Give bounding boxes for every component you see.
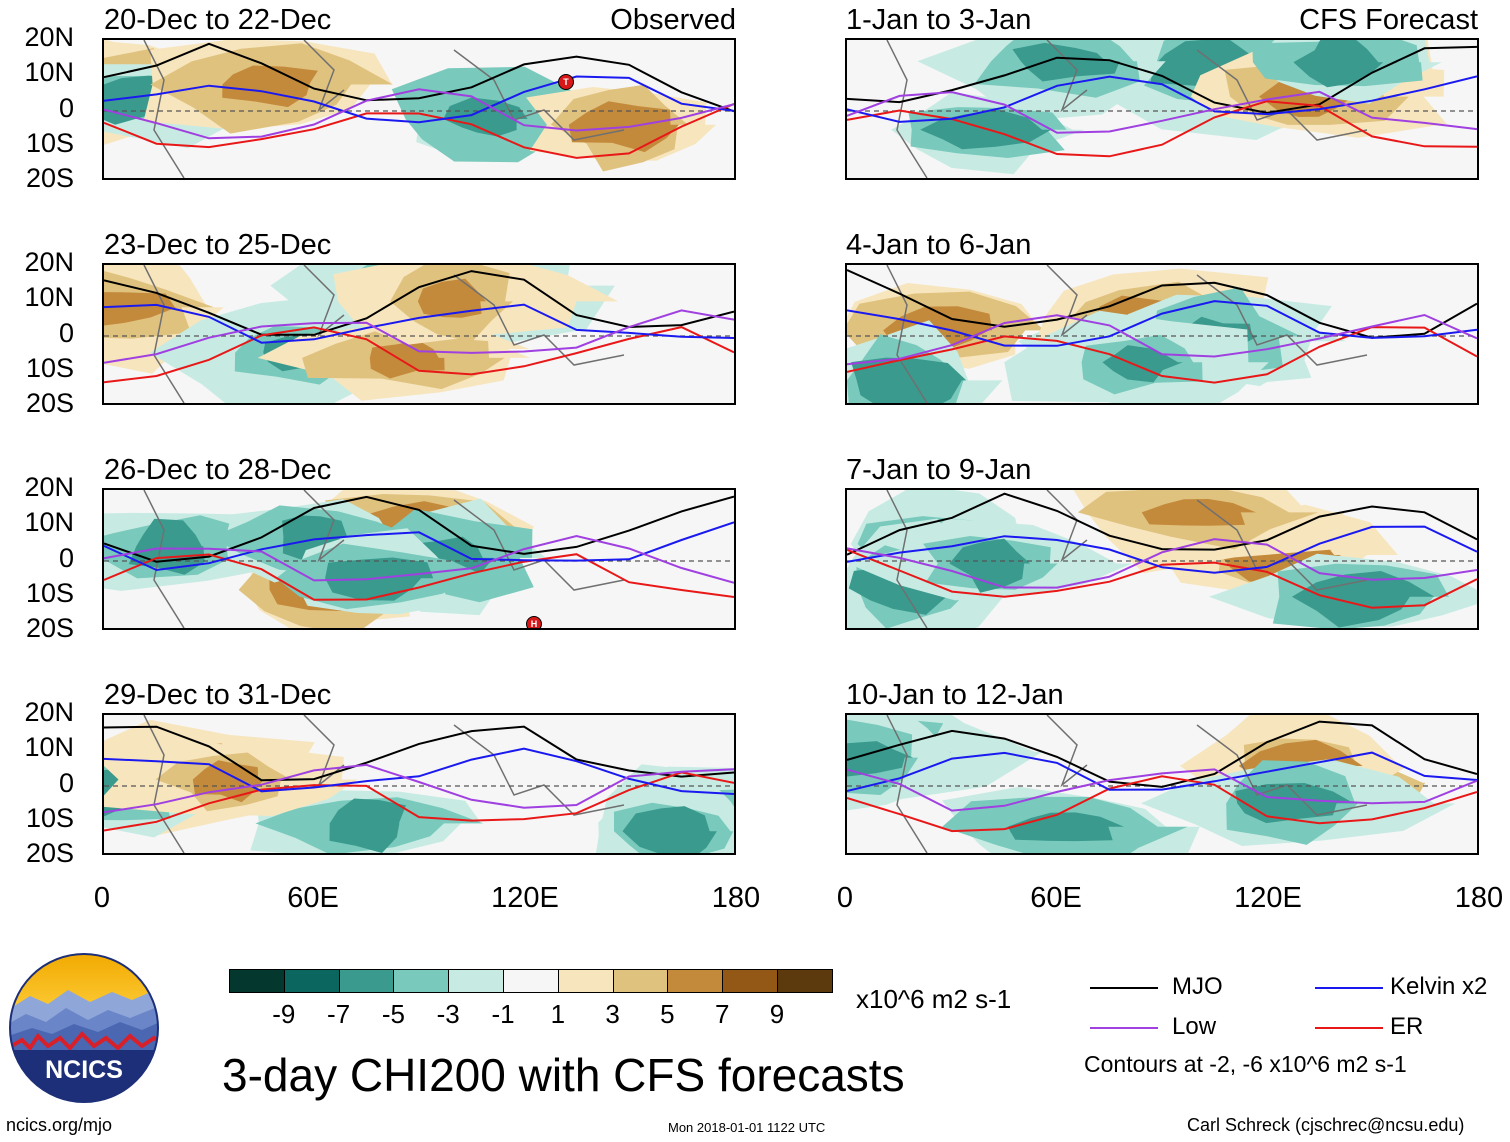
colorbar-tick-label: 3 bbox=[605, 999, 620, 1029]
lon-label-right-120e: 120E bbox=[1234, 882, 1302, 914]
logo-text: NCICS bbox=[45, 1056, 123, 1084]
lat-label-0-4: 20S bbox=[25, 163, 74, 193]
map-panel-4: H bbox=[102, 488, 736, 630]
lat-label-1-2: 0 bbox=[58, 318, 74, 348]
panel-title-2: 23-Dec to 25-Dec bbox=[104, 229, 332, 261]
lat-label-2-4: 20S bbox=[25, 613, 74, 643]
lat-label-1-0: 20N bbox=[24, 247, 74, 277]
contour-note: Contours at -2, -6 x10^6 m2 s-1 bbox=[1084, 1051, 1407, 1077]
colorbar-swatch bbox=[557, 969, 614, 993]
lat-label-3-1: 10N bbox=[24, 732, 74, 762]
colorbar-swatch bbox=[777, 969, 833, 993]
colorbar-swatch bbox=[612, 969, 669, 993]
lon-label-left-0: 0 bbox=[93, 882, 111, 914]
map-field bbox=[104, 40, 734, 178]
lon-label-left-120e: 120E bbox=[491, 882, 559, 914]
colorbar-tick-label: -7 bbox=[327, 999, 351, 1029]
panel-title-3: 4-Jan to 6-Jan bbox=[846, 229, 1032, 261]
map-field bbox=[847, 40, 1477, 178]
forecast-label: CFS Forecast bbox=[1299, 4, 1478, 36]
lat-label-3-3: 10S bbox=[25, 803, 74, 833]
map-panel-1 bbox=[845, 38, 1479, 180]
panel-title-1: 1-Jan to 3-Jan bbox=[846, 4, 1032, 36]
lat-label-3-4: 20S bbox=[25, 838, 74, 868]
colorbar-swatch bbox=[393, 969, 450, 993]
lat-label-1-4: 20S bbox=[25, 388, 74, 418]
panel-title-6: 29-Dec to 31-Dec bbox=[104, 679, 332, 711]
colorbar-tick-label: -3 bbox=[436, 999, 460, 1029]
colorbar-tick-label: 9 bbox=[769, 999, 785, 1029]
legend-label-low: Low bbox=[1172, 1013, 1217, 1040]
lon-label-right-180: 180 bbox=[1454, 882, 1504, 914]
map-field bbox=[847, 490, 1477, 628]
colorbar-tick-label: -5 bbox=[381, 999, 405, 1029]
lat-label-1-3: 10S bbox=[25, 353, 74, 383]
panel-title-0: 20-Dec to 22-Dec bbox=[104, 4, 332, 36]
panel-title-7: 10-Jan to 12-Jan bbox=[846, 679, 1064, 711]
lat-label-2-1: 10N bbox=[24, 507, 74, 537]
footer-author: Carl Schreck (cjschrec@ncsu.edu) bbox=[1187, 1115, 1465, 1135]
map-panel-2 bbox=[102, 263, 736, 405]
footer-timestamp: Mon 2018-01-01 1122 UTC bbox=[668, 1120, 826, 1135]
map-field bbox=[847, 715, 1477, 853]
lat-label-1-1: 10N bbox=[24, 282, 74, 312]
colorbar-swatch bbox=[667, 969, 724, 993]
panel-title-4: 26-Dec to 28-Dec bbox=[104, 454, 332, 486]
lat-label-0-2: 0 bbox=[58, 93, 74, 123]
colorbar-tick-label: 7 bbox=[714, 999, 730, 1029]
lat-label-3-0: 20N bbox=[24, 697, 74, 727]
colorbar-swatch bbox=[722, 969, 778, 993]
lat-label-2-2: 0 bbox=[58, 543, 74, 573]
lat-label-2-0: 20N bbox=[24, 472, 74, 502]
lon-label-right-60e: 60E bbox=[1030, 882, 1082, 914]
lon-label-left-60e: 60E bbox=[287, 882, 339, 914]
map-panel-5 bbox=[845, 488, 1479, 630]
storm-marker: H bbox=[526, 616, 542, 628]
legend-label-mjo: MJO bbox=[1172, 973, 1223, 1000]
colorbar-tick-label: 5 bbox=[660, 999, 675, 1029]
colorbar-swatch bbox=[503, 969, 559, 993]
legend-line-er bbox=[1315, 1027, 1383, 1029]
lon-label-right-0: 0 bbox=[836, 882, 854, 914]
footer-website-link[interactable]: ncics.org/mjo bbox=[6, 1115, 113, 1135]
lat-label-0-1: 10N bbox=[24, 57, 74, 87]
colorbar-tick-label: -9 bbox=[272, 999, 296, 1029]
colorbar-tick-label: 1 bbox=[550, 999, 566, 1029]
legend-line-kelvin bbox=[1315, 987, 1383, 989]
legend-line-low bbox=[1090, 1027, 1158, 1029]
map-panel-7 bbox=[845, 713, 1479, 855]
lat-label-3-2: 0 bbox=[58, 768, 74, 798]
lat-label-2-3: 10S bbox=[25, 578, 74, 608]
legend-line-mjo bbox=[1090, 987, 1158, 989]
legend-label-er: ER bbox=[1390, 1013, 1424, 1040]
colorbar-swatch bbox=[448, 969, 504, 993]
map-panel-0: T bbox=[102, 38, 736, 180]
map-field bbox=[847, 265, 1477, 403]
figure-title: 3-day CHI200 with CFS forecasts bbox=[222, 1049, 905, 1101]
storm-marker: T bbox=[558, 74, 574, 90]
panel-title-5: 7-Jan to 9-Jan bbox=[846, 454, 1032, 486]
map-field bbox=[104, 715, 734, 853]
map-field bbox=[104, 490, 734, 628]
observed-label: Observed bbox=[610, 4, 736, 36]
lat-label-0-3: 10S bbox=[25, 128, 74, 158]
colorbar-units: x10^6 m2 s-1 bbox=[856, 984, 1012, 1014]
lat-label-0-0: 20N bbox=[24, 22, 74, 52]
colorbar-swatch bbox=[283, 969, 340, 993]
map-panel-3 bbox=[845, 263, 1479, 405]
ncics-logo: NCICS bbox=[9, 953, 159, 1103]
lon-label-left-180: 180 bbox=[711, 882, 761, 914]
colorbar-swatch bbox=[338, 969, 395, 993]
map-field bbox=[104, 265, 734, 403]
map-panel-6 bbox=[102, 713, 736, 855]
colorbar-tick-label: -1 bbox=[491, 999, 515, 1029]
colorbar-swatch bbox=[229, 969, 285, 993]
legend-label-kelvin: Kelvin x2 bbox=[1390, 973, 1488, 1000]
